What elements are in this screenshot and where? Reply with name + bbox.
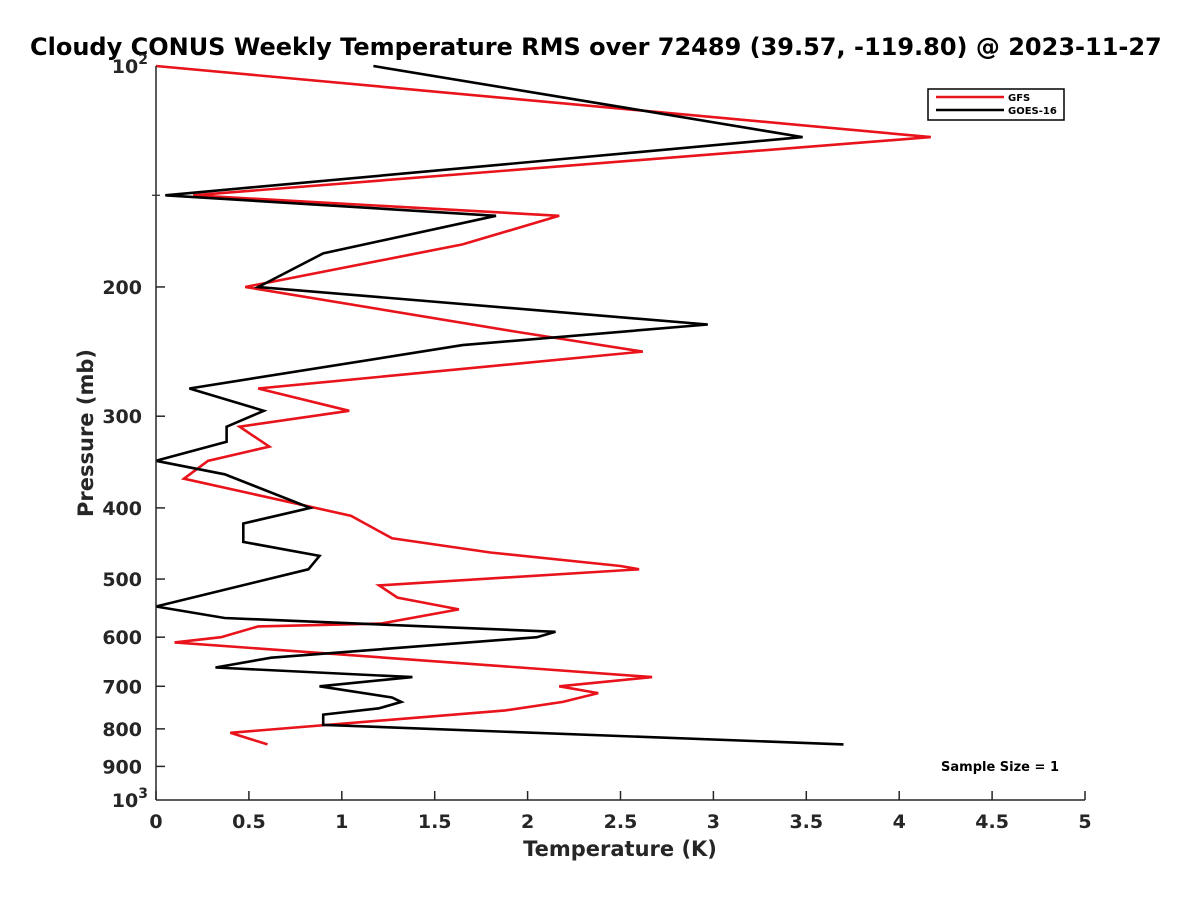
y-tick-label: 102 — [112, 52, 148, 78]
legend-label-goes-16: GOES-16 — [1008, 106, 1057, 117]
chart-title: Cloudy CONUS Weekly Temperature RMS over… — [30, 33, 1162, 61]
y-tick-label: 800 — [102, 719, 142, 741]
legend-label-gfs: GFS — [1008, 93, 1030, 104]
series-line-gfs — [155, 64, 931, 746]
plot-area — [155, 64, 931, 746]
y-tick-label: 400 — [102, 498, 142, 520]
x-tick-label: 0 — [149, 811, 162, 833]
y-tick-label: 200 — [102, 277, 142, 299]
y-axis-label: Pressure (mb) — [74, 349, 98, 517]
x-tick-label: 3 — [707, 811, 720, 833]
x-tick-label: 2 — [521, 811, 534, 833]
x-tick-label: 0.5 — [232, 811, 266, 833]
axes: 0 0.5 1 1.5 2 2.5 3 3.5 4 4.5 5 102 200 300 400 500 600 7… — [102, 52, 1091, 833]
x-tick-label: 1.5 — [418, 811, 452, 833]
x-axis-label: Temperature (K) — [523, 837, 717, 861]
sample-size-annotation: Sample Size = 1 — [941, 760, 1059, 775]
x-tick-label: 4.5 — [975, 811, 1009, 833]
x-tick-label: 1 — [335, 811, 348, 833]
x-tick-label: 3.5 — [789, 811, 823, 833]
x-tick-label: 4 — [893, 811, 906, 833]
y-tick-label: 600 — [102, 627, 142, 649]
y-tick-label: 103 — [112, 786, 148, 812]
x-tick-label: 5 — [1078, 811, 1091, 833]
series-line-goes-16 — [155, 64, 844, 746]
legend-box — [927, 88, 1065, 121]
y-tick-label: 900 — [102, 756, 142, 778]
x-tick-label: 2.5 — [604, 811, 638, 833]
y-tick-label: 500 — [102, 569, 142, 591]
legend: GFS GOES-16 — [927, 88, 1065, 121]
y-tick-label: 300 — [102, 406, 142, 428]
y-tick-label: 700 — [102, 676, 142, 698]
